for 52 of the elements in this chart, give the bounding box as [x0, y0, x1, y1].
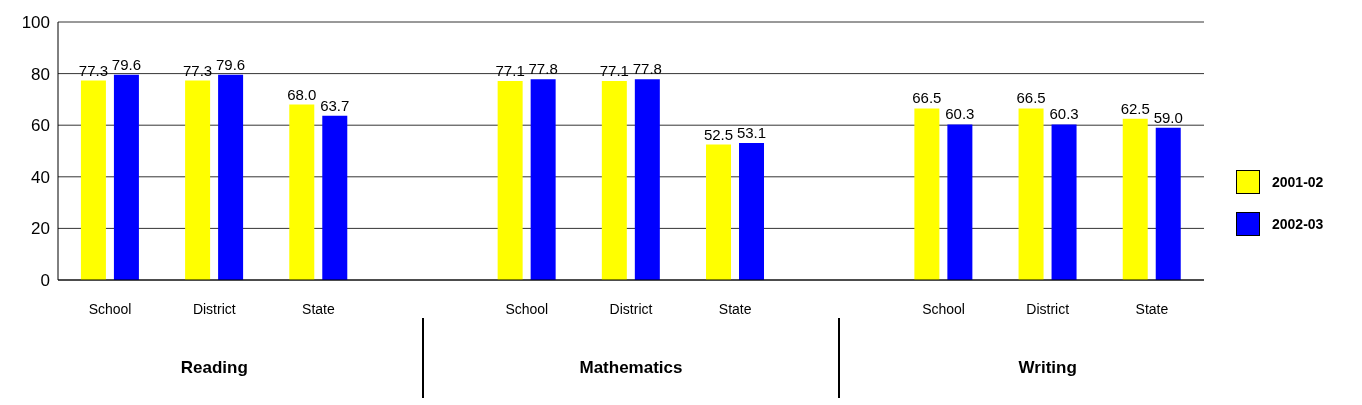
x-tick-label: District — [1026, 300, 1070, 317]
data-label: 68.0 — [287, 85, 317, 103]
data-label: 52.5 — [703, 125, 734, 143]
x-tick-label: School — [922, 300, 965, 317]
text: Writing — [1017, 358, 1078, 378]
x-tick-label: District — [609, 300, 653, 317]
data-label: 79.6 — [111, 55, 142, 73]
bar — [113, 74, 139, 280]
y-tick-label: 100 — [21, 13, 50, 33]
bar — [289, 104, 315, 280]
text: Reading — [179, 358, 249, 378]
y-tick-label: 40 — [31, 167, 50, 187]
legend-label: 2002-03 — [1272, 216, 1324, 232]
legend-label: 2001-02 — [1272, 174, 1324, 190]
bar — [1155, 127, 1181, 280]
bar — [185, 80, 211, 280]
y-tick-label: 80 — [31, 64, 50, 84]
data-label: 79.6 — [216, 55, 246, 73]
y-tick-label: 60 — [31, 116, 50, 136]
bar — [530, 79, 556, 280]
bar — [497, 81, 523, 280]
data-label: 77.8 — [528, 60, 558, 78]
text: Mathematics — [578, 358, 684, 378]
bar — [947, 124, 973, 280]
y-tick-label: 20 — [31, 219, 50, 239]
bar — [1122, 118, 1148, 280]
data-label: 53.1 — [736, 124, 767, 141]
bar — [80, 80, 106, 280]
bar — [634, 79, 660, 280]
bar — [1018, 108, 1044, 280]
x-tick-label: District — [192, 300, 236, 317]
bar — [914, 108, 940, 280]
bar — [601, 81, 627, 280]
bar — [706, 144, 732, 280]
y-tick-label: 0 — [40, 271, 50, 291]
data-label: 66.5 — [1016, 89, 1046, 107]
data-label: 60.3 — [945, 105, 975, 123]
x-tick-label: School — [505, 300, 549, 317]
bar — [218, 74, 244, 280]
x-tick-label: State — [302, 300, 336, 317]
data-label: 62.5 — [1120, 99, 1150, 117]
bar — [739, 143, 765, 280]
data-label: 66.5 — [912, 89, 942, 107]
data-label: 63.7 — [320, 96, 350, 114]
data-label: 59.0 — [1153, 108, 1183, 126]
x-tick-label: School — [88, 300, 132, 317]
bar — [1051, 124, 1077, 280]
data-label: 77.8 — [632, 60, 662, 78]
data-label: 60.3 — [1049, 105, 1079, 123]
x-tick-label: State — [1135, 300, 1169, 317]
x-tick-label: State — [718, 300, 752, 317]
bar — [322, 115, 348, 280]
